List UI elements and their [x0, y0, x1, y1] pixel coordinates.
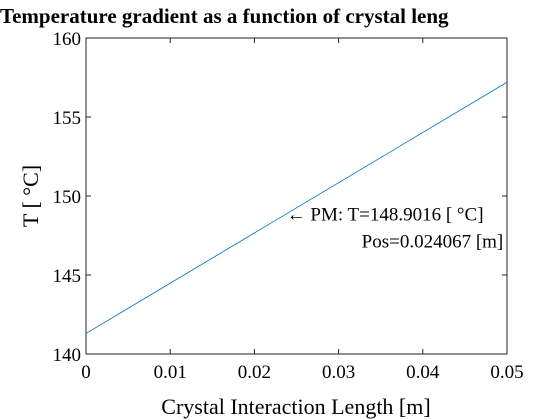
- y-tick-label: 145: [53, 266, 82, 287]
- series-line: [85, 81, 508, 334]
- x-tick-label: 0.05: [490, 362, 523, 383]
- y-tick-label: 155: [53, 108, 82, 129]
- y-tick-label: 160: [53, 29, 82, 50]
- x-tick-label: 0: [81, 362, 91, 383]
- x-axis-label: Crystal Interaction Length [m]: [161, 394, 430, 419]
- y-axis-label: T [ °C]: [18, 165, 43, 227]
- series-group: [85, 81, 508, 334]
- plot-area: [85, 37, 508, 355]
- x-tick-label: 0.02: [238, 362, 271, 383]
- annotation-line-2: Pos=0.024067 [m]: [362, 231, 504, 252]
- x-tick-label: 0.04: [406, 362, 440, 383]
- x-tick-label: 0.01: [154, 362, 187, 383]
- chart-title: Temperature gradient as a function of cr…: [0, 4, 449, 28]
- annotation-line-1: ← PM: T=148.9016 [ °C]: [287, 204, 484, 225]
- y-tick-label: 150: [53, 187, 82, 208]
- y-tick-label: 140: [53, 345, 82, 366]
- x-tick-label: 0.03: [322, 362, 355, 383]
- axis-ticks: 0 0.01 0.02 0.03 0.04 0.05 140 145 150 155 160: [53, 29, 524, 383]
